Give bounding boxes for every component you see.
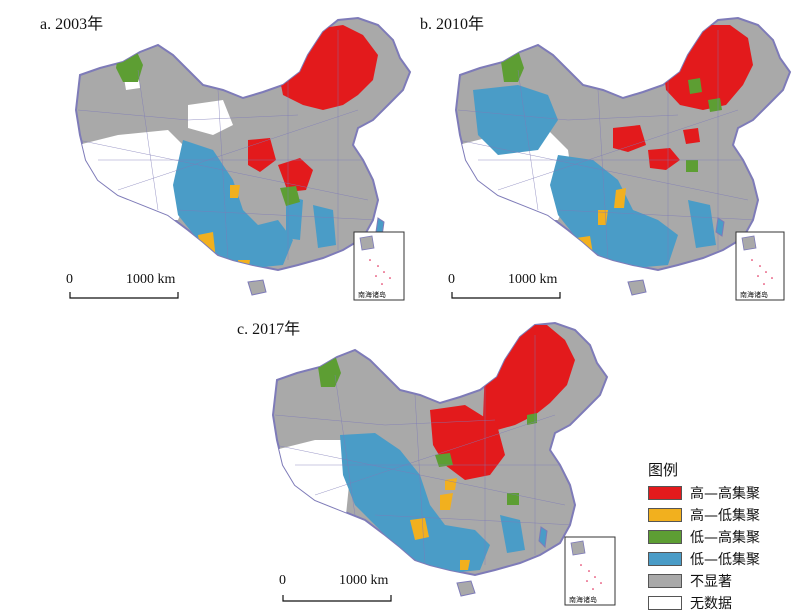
legend-label: 无数据 — [690, 596, 732, 612]
low-low-cluster — [688, 200, 716, 248]
legend-swatch — [648, 596, 682, 610]
low-high-cluster — [688, 78, 702, 94]
high-high-cluster — [683, 128, 700, 144]
legend-swatch — [648, 574, 682, 588]
low-high-cluster — [280, 186, 300, 206]
legend-item-not-significant: 不显著 — [648, 570, 806, 592]
legend: 图例 高—高集聚 高—低集聚 低—高集聚 低—低集聚 不显著 无数据 — [648, 459, 806, 614]
low-high-cluster — [435, 453, 453, 467]
high-low-cluster — [440, 493, 453, 510]
legend-label: 低—高集聚 — [690, 530, 760, 546]
legend-label: 高—低集聚 — [690, 508, 760, 524]
scale-distance: 1000 km — [508, 272, 558, 287]
high-high-cluster — [663, 25, 753, 110]
high-high-cluster — [278, 25, 378, 110]
nodata-region — [76, 130, 193, 220]
scale-zero: 0 — [66, 272, 73, 287]
low-low-cluster — [340, 433, 490, 573]
high-high-cluster — [278, 158, 313, 192]
map-panel-2003: a. 2003年 — [38, 10, 418, 310]
legend-label: 不显著 — [690, 574, 732, 590]
panel-title: b. 2010年 — [420, 16, 485, 33]
scale-bar — [451, 292, 561, 299]
high-high-cluster — [248, 138, 276, 172]
hainan-island — [247, 279, 267, 296]
panel-title: a. 2003年 — [40, 16, 104, 33]
taiwan-island — [538, 526, 548, 549]
low-high-cluster — [507, 493, 519, 505]
high-low-cluster — [230, 185, 240, 198]
taiwan-island — [715, 217, 725, 237]
scale-zero: 0 — [448, 272, 455, 287]
nodata-region — [188, 100, 233, 135]
map-panel-2017: c. 2017年 0 1000 km — [235, 315, 616, 615]
scale-bar — [282, 595, 392, 602]
legend-title: 图例 — [648, 461, 679, 479]
high-low-cluster — [198, 232, 216, 265]
legend-swatch — [648, 552, 682, 566]
legend-item-low-high: 低—高集聚 — [648, 526, 806, 548]
inset-label: 南海诸岛 — [740, 291, 768, 299]
high-high-cluster — [613, 125, 646, 152]
china-map-2010 — [451, 16, 792, 301]
map-panel-2010: b. 2010年 — [418, 10, 798, 310]
low-low-cluster — [500, 515, 525, 553]
legend-label: 低—低集聚 — [690, 552, 760, 568]
low-low-cluster — [473, 85, 558, 155]
high-low-cluster — [410, 518, 429, 540]
low-high-cluster — [527, 413, 537, 425]
china-map-2017 — [271, 321, 616, 606]
legend-swatch — [648, 486, 682, 500]
legend-swatch — [648, 508, 682, 522]
legend-label: 高—高集聚 — [690, 486, 760, 502]
panel-title: c. 2017年 — [237, 321, 301, 338]
low-low-cluster — [313, 205, 336, 248]
china-map-2003 — [69, 16, 412, 301]
low-high-cluster — [686, 160, 698, 172]
high-high-cluster — [648, 148, 680, 170]
high-low-cluster — [614, 188, 626, 208]
nodata-region — [273, 440, 350, 525]
low-low-cluster — [286, 195, 303, 240]
scale-distance: 1000 km — [339, 573, 389, 588]
high-low-cluster — [460, 560, 470, 570]
legend-item-low-low: 低—低集聚 — [648, 548, 806, 570]
legend-swatch — [648, 530, 682, 544]
high-low-cluster — [445, 478, 457, 490]
hainan-island — [627, 279, 647, 296]
low-high-cluster — [708, 98, 722, 112]
inset-label: 南海诸岛 — [569, 596, 597, 604]
inset-label: 南海诸岛 — [358, 291, 386, 299]
legend-item-no-data: 无数据 — [648, 592, 806, 614]
scale-bar — [69, 292, 179, 299]
scale-zero: 0 — [279, 573, 286, 588]
scale-distance: 1000 km — [126, 272, 176, 287]
hainan-island — [456, 580, 476, 597]
legend-item-high-high: 高—高集聚 — [648, 482, 806, 504]
legend-item-high-low: 高—低集聚 — [648, 504, 806, 526]
